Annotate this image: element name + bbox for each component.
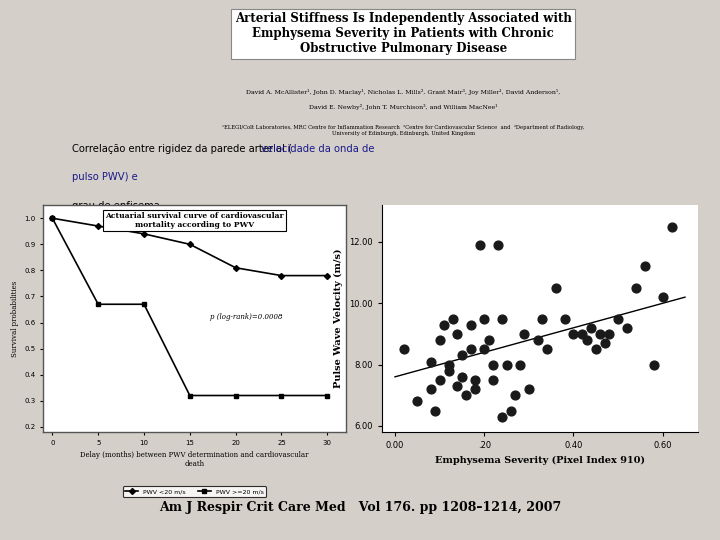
- PWV <20 m/s: [277, 272, 286, 279]
- Point: [657, 293, 668, 301]
- Point: [581, 336, 593, 345]
- Legend: PWV <20 m/s, PWV >=20 m/s: PWV <20 m/s, PWV >=20 m/s: [123, 487, 266, 497]
- Text: David A. McAllister¹, John D. Maclay¹, Nicholas L. Mills², Grant Mair³, Joy Mill: David A. McAllister¹, John D. Maclay¹, N…: [246, 89, 560, 94]
- PWV >=20 m/s: [277, 392, 286, 399]
- Point: [501, 360, 513, 369]
- Point: [577, 329, 588, 338]
- Point: [518, 329, 530, 338]
- Text: Actuarial survival curve of cardiovascular
mortality according to PWV: Actuarial survival curve of cardiovascul…: [105, 212, 284, 229]
- Point: [451, 329, 463, 338]
- PWV >=20 m/s: [231, 392, 240, 399]
- Y-axis label: Survival probabilities: Survival probabilities: [11, 280, 19, 357]
- Point: [469, 385, 481, 394]
- Text: velocidade da onda de: velocidade da onda de: [261, 144, 374, 154]
- PWV <20 m/s: [323, 272, 332, 279]
- PWV >=20 m/s: [323, 392, 332, 399]
- Point: [487, 376, 499, 384]
- Line: PWV <20 m/s: PWV <20 m/s: [50, 216, 329, 278]
- Point: [492, 241, 503, 249]
- Point: [496, 314, 508, 323]
- Point: [505, 406, 517, 415]
- Point: [612, 314, 624, 323]
- Point: [465, 320, 477, 329]
- Point: [550, 284, 562, 292]
- Point: [438, 320, 450, 329]
- Text: p (log-rank)=0.0008: p (log-rank)=0.0008: [210, 313, 282, 321]
- PWV <20 m/s: [231, 265, 240, 271]
- PWV <20 m/s: [140, 231, 148, 237]
- Point: [599, 339, 611, 347]
- Point: [595, 329, 606, 338]
- Text: Arterial Stiffness Is Independently Associated with
Emphysema Severity in Patien: Arterial Stiffness Is Independently Asso…: [235, 12, 572, 55]
- Point: [465, 345, 477, 354]
- Text: Am J Respir Crit Care Med   Vol 176. pp 1208–1214, 2007: Am J Respir Crit Care Med Vol 176. pp 12…: [159, 501, 561, 514]
- Text: ¹ELEGI/Colt Laboratories, MRC Centre for Inflammation Research  ²Centre for Card: ¹ELEGI/Colt Laboratories, MRC Centre for…: [222, 125, 585, 136]
- Text: grau de enfisema: grau de enfisema: [72, 201, 160, 211]
- X-axis label: Emphysema Severity (Pixel Index 910): Emphysema Severity (Pixel Index 910): [435, 456, 645, 465]
- Point: [532, 336, 544, 345]
- Y-axis label: Pulse Wave Velocity (m/s): Pulse Wave Velocity (m/s): [334, 249, 343, 388]
- Point: [451, 382, 463, 390]
- Point: [621, 323, 633, 332]
- Point: [496, 413, 508, 421]
- PWV <20 m/s: [186, 241, 194, 247]
- X-axis label: Delay (months) between PWV determination and cardiovascular
death: Delay (months) between PWV determination…: [80, 451, 309, 468]
- Point: [479, 314, 490, 323]
- Point: [648, 360, 660, 369]
- Point: [398, 345, 410, 354]
- Point: [456, 351, 468, 360]
- Point: [434, 336, 446, 345]
- Point: [567, 329, 579, 338]
- Line: PWV >=20 m/s: PWV >=20 m/s: [50, 216, 329, 397]
- Point: [483, 336, 495, 345]
- Point: [479, 345, 490, 354]
- Point: [429, 406, 441, 415]
- Point: [541, 345, 552, 354]
- PWV >=20 m/s: [94, 301, 102, 307]
- Point: [559, 314, 570, 323]
- Point: [603, 329, 615, 338]
- Point: [447, 314, 459, 323]
- PWV <20 m/s: [48, 215, 57, 221]
- Point: [536, 314, 548, 323]
- Point: [630, 284, 642, 292]
- Point: [412, 397, 423, 406]
- Text: Correlação entre rigidez da parede arterial (: Correlação entre rigidez da parede arter…: [72, 144, 298, 154]
- Point: [456, 373, 468, 381]
- Point: [443, 360, 454, 369]
- Point: [425, 357, 436, 366]
- PWV >=20 m/s: [140, 301, 148, 307]
- Point: [666, 222, 678, 231]
- Point: [487, 360, 499, 369]
- Point: [514, 360, 526, 369]
- Point: [510, 391, 521, 400]
- Point: [469, 376, 481, 384]
- Point: [474, 241, 485, 249]
- Point: [425, 385, 436, 394]
- PWV >=20 m/s: [186, 392, 194, 399]
- Point: [585, 323, 597, 332]
- PWV >=20 m/s: [48, 215, 57, 221]
- Point: [590, 345, 601, 354]
- Point: [434, 376, 446, 384]
- Text: David E. Newby², John T. Murchison³, and William MacNee¹: David E. Newby², John T. Murchison³, and…: [309, 104, 498, 110]
- PWV <20 m/s: [94, 223, 102, 230]
- Point: [639, 262, 651, 271]
- Point: [461, 391, 472, 400]
- Point: [443, 366, 454, 375]
- Point: [523, 385, 535, 394]
- Text: pulso PWV) e: pulso PWV) e: [72, 172, 138, 182]
